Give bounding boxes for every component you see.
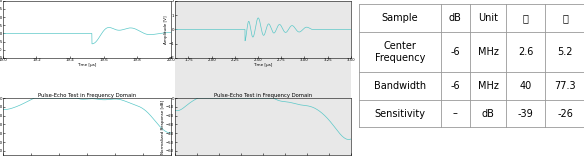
Text: 우: 우 (562, 13, 568, 23)
Text: 좌: 좌 (523, 13, 529, 23)
Text: -39: -39 (517, 109, 533, 119)
Title: Pulse-Echo Test in Frequency Domain: Pulse-Echo Test in Frequency Domain (214, 93, 312, 98)
Text: Sensitivity: Sensitivity (374, 109, 425, 119)
Text: MHz: MHz (478, 47, 499, 57)
Text: Sample: Sample (381, 13, 418, 23)
Text: -6: -6 (450, 47, 460, 57)
Text: 77.3: 77.3 (554, 81, 576, 91)
X-axis label: Time [μs]: Time [μs] (77, 63, 96, 67)
Text: -26: -26 (557, 109, 573, 119)
Text: 40: 40 (519, 81, 531, 91)
Title: Pulse-Echo Test in Frequency Domain: Pulse-Echo Test in Frequency Domain (38, 93, 136, 98)
Y-axis label: Amplitude [V]: Amplitude [V] (164, 15, 168, 44)
Text: Unit: Unit (478, 13, 498, 23)
Text: 2.6: 2.6 (518, 47, 533, 57)
Text: Bandwidth: Bandwidth (374, 81, 426, 91)
Text: MHz: MHz (478, 81, 499, 91)
Text: dB: dB (449, 13, 462, 23)
Text: -6: -6 (450, 81, 460, 91)
Y-axis label: Normalized Response [dB]: Normalized Response [dB] (161, 100, 165, 154)
Text: Center
Frequency: Center Frequency (375, 41, 425, 63)
Text: dB: dB (482, 109, 495, 119)
Text: 5.2: 5.2 (558, 47, 573, 57)
Text: –: – (453, 109, 458, 119)
X-axis label: Time [μs]: Time [μs] (253, 63, 272, 67)
